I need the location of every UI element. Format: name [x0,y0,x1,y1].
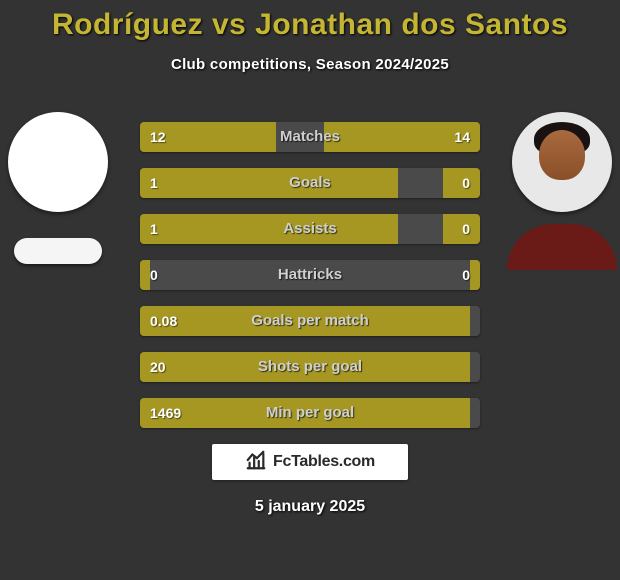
stat-value-left: 20 [140,352,176,382]
stat-label: Goals [140,168,480,198]
stat-row: Assists1 0 [140,214,480,244]
stat-row: Shots per goal20 [140,352,480,382]
player-left-badge [8,112,108,262]
stat-value-left: 0 [140,260,168,290]
stat-row: Min per goal1469 [140,398,480,428]
brand-text: FcTables.com [273,453,375,471]
stat-row: Goals1 0 [140,168,480,198]
comparison-bars: Matches1214Goals10Assists10Hattricks00Go… [140,122,480,444]
brand-chart-icon [245,449,267,476]
stat-row: Hattricks0 0 [140,260,480,290]
stat-label: Shots per goal [140,352,480,382]
player-left-avatar [8,112,108,212]
stat-label: Matches [140,122,480,152]
stat-value-left: 1469 [140,398,191,428]
stat-row: Goals per match0.08 [140,306,480,336]
subtitle: Club competitions, Season 2024/2025 [0,56,620,73]
player-right-badge [512,112,612,262]
player-left-flag-pill [14,238,102,264]
stat-label: Hattricks [140,260,480,290]
stat-label: Goals per match [140,306,480,336]
stat-value-right: 0 [452,260,480,290]
stat-value-left: 1 [140,214,168,244]
stat-value-left: 0.08 [140,306,187,336]
stat-value-right: 14 [444,122,480,152]
brand-box[interactable]: FcTables.com [212,444,408,480]
stat-value-right: 0 [452,214,480,244]
stat-value-right: 0 [452,168,480,198]
stat-value-left: 12 [140,122,176,152]
stat-label: Assists [140,214,480,244]
stat-row: Matches12 14 [140,122,480,152]
date-text: 5 january 2025 [0,498,620,516]
stat-value-left: 1 [140,168,168,198]
page-title: Rodríguez vs Jonathan dos Santos [0,0,620,42]
player-right-avatar [512,112,612,212]
